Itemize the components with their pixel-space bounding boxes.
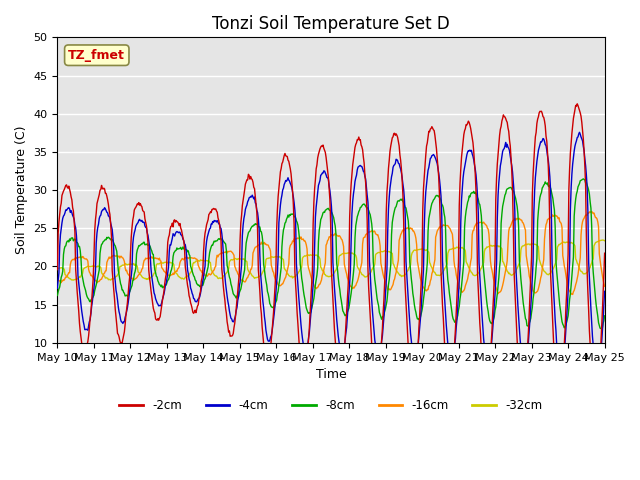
- X-axis label: Time: Time: [316, 368, 346, 381]
- Title: Tonzi Soil Temperature Set D: Tonzi Soil Temperature Set D: [212, 15, 450, 33]
- Text: TZ_fmet: TZ_fmet: [68, 48, 125, 62]
- Y-axis label: Soil Temperature (C): Soil Temperature (C): [15, 126, 28, 254]
- Legend: -2cm, -4cm, -8cm, -16cm, -32cm: -2cm, -4cm, -8cm, -16cm, -32cm: [115, 395, 547, 417]
